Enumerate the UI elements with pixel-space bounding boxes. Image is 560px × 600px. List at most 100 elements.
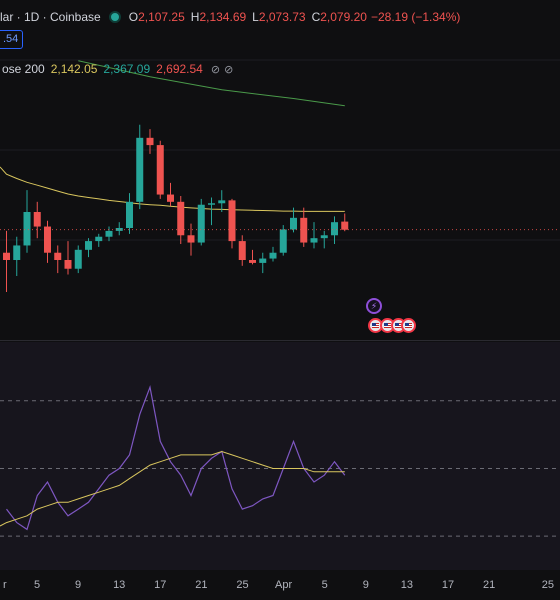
close-value: 2,079.20 — [320, 10, 367, 24]
time-axis-label: Apr — [275, 579, 293, 591]
low-label: L — [252, 10, 259, 24]
close-label: C — [311, 10, 321, 24]
candle-body — [269, 252, 277, 259]
high-label: H — [190, 10, 200, 24]
time-axis-label: 17 — [154, 579, 167, 591]
candle-up — [115, 222, 123, 236]
candle-body — [136, 137, 144, 202]
candle-body — [331, 222, 338, 236]
candle-body — [228, 200, 236, 242]
candle-body — [167, 194, 174, 202]
candle-down — [3, 230, 10, 292]
candle-down — [146, 129, 154, 154]
candle-body — [33, 212, 41, 227]
time-axis-label: 9 — [362, 579, 369, 591]
time-axis-label: r — [3, 579, 7, 591]
time-axis-label: 25 — [541, 579, 554, 591]
candle-down — [341, 213, 349, 232]
candle-down — [177, 196, 185, 244]
price-grid — [0, 59, 560, 241]
candle-down — [33, 201, 41, 239]
candle-body — [290, 217, 297, 230]
eye-crossed-icon[interactable]: ⊘ — [210, 63, 221, 76]
candle-down — [44, 220, 51, 263]
rsi-pane-background — [0, 342, 560, 570]
low-value: 2,073.73 — [258, 10, 306, 24]
candle-body — [64, 260, 72, 269]
candle-up — [74, 245, 82, 274]
candle-body — [146, 137, 154, 146]
candle-body — [218, 200, 226, 204]
symbol-legend[interactable]: lar · 1D · Coinbase O 2,107.25 H 2,134.6… — [0, 8, 464, 26]
indicator-legend[interactable]: ose 200 2,142.05 2,367.09 2,692.54 ⊘ ⊘ — [0, 60, 233, 78]
candle-up — [126, 193, 133, 234]
candle-up — [269, 246, 277, 262]
change-value: −28.19 (−1.34%) — [370, 10, 461, 24]
candle-down — [156, 140, 164, 199]
candle-up — [331, 216, 338, 244]
candle-up — [279, 225, 287, 256]
time-axis-label: 17 — [441, 579, 455, 591]
candle-body — [320, 235, 328, 239]
candle-body — [115, 228, 123, 231]
candle-up — [218, 190, 226, 212]
candle-body — [23, 212, 31, 246]
indicator-value-1: 2,142.05 — [50, 62, 98, 76]
candle-up — [259, 252, 267, 274]
candle-up — [23, 190, 31, 253]
time-axis-label: 21 — [482, 579, 496, 591]
candle-body — [197, 204, 205, 243]
candle-body — [208, 203, 215, 205]
candle-down — [249, 249, 256, 265]
ma200-line-layer — [78, 60, 345, 107]
candle-up — [197, 198, 205, 246]
lightning-event-icon[interactable]: ⚡ — [366, 298, 382, 314]
candle-body — [279, 229, 287, 253]
candle-down — [228, 198, 236, 249]
candle-body — [95, 236, 103, 242]
candle-body — [259, 258, 267, 263]
candle-down — [167, 182, 174, 207]
time-axis-label: 13 — [400, 579, 414, 591]
time-axis-label: 5 — [321, 579, 328, 591]
candle-body — [238, 241, 246, 260]
symbol-title[interactable]: lar · 1D · Coinbase — [0, 10, 101, 24]
candle-up — [320, 230, 328, 249]
time-axis[interactable]: r 5 9 13 17 21 25 Apr 5 9 13 17 21 25 — [0, 575, 560, 595]
candle-up — [13, 236, 21, 276]
moving-average-line-layer — [0, 166, 345, 212]
eye-crossed-icon[interactable]: ⊘ — [224, 63, 234, 76]
candle-body — [310, 238, 318, 243]
candle-down — [54, 245, 62, 274]
price-badge[interactable]: .54 — [0, 30, 24, 49]
rsi-line-layer — [0, 384, 346, 531]
candle-down — [300, 207, 308, 247]
rsi-line — [6, 384, 346, 531]
moving-average-line — [0, 166, 345, 212]
candle-body — [300, 217, 308, 243]
time-axis-label: 25 — [236, 579, 249, 591]
pane-separator[interactable] — [0, 340, 560, 341]
candle-body — [85, 241, 92, 250]
candle-body — [13, 245, 21, 260]
candle-down — [187, 223, 195, 256]
indicator-label[interactable]: ose 200 — [2, 62, 45, 76]
candles-layer[interactable] — [3, 124, 349, 292]
us-flag-icon[interactable] — [401, 318, 416, 333]
candle-up — [136, 124, 144, 210]
candle-up — [85, 238, 92, 258]
time-axis-label: 21 — [195, 579, 208, 591]
candle-body — [187, 235, 195, 243]
time-axis-label: 9 — [75, 579, 82, 591]
candle-up — [290, 207, 297, 233]
candle-body — [74, 249, 82, 269]
candle-up — [95, 233, 103, 247]
candle-body — [249, 260, 256, 263]
candle-up — [208, 197, 215, 226]
candle-body — [341, 221, 349, 230]
candle-body — [105, 230, 113, 237]
candle-body — [156, 145, 164, 195]
candle-body — [126, 201, 133, 228]
